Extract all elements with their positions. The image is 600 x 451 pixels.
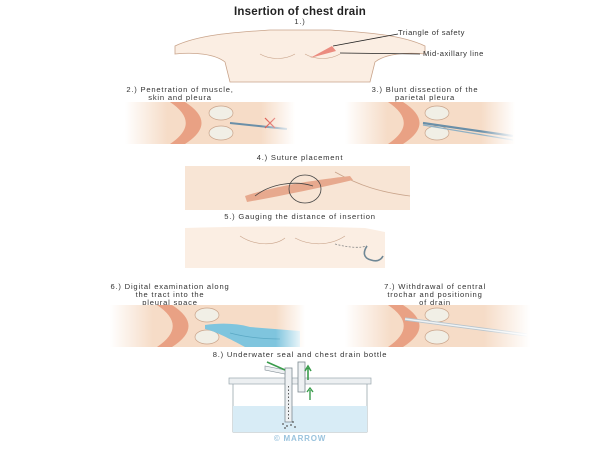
- step-1-torso-illustration: [174, 29, 426, 83]
- step-8-caption: 8.) Underwater seal and chest drain bott…: [212, 350, 388, 359]
- step-4-illustration: [185, 166, 411, 210]
- step-7-caption-line-2: trochar and positioning: [387, 290, 483, 300]
- triangle-of-safety-highlight: [310, 46, 336, 58]
- step-3-caption-line-1: 3.) Blunt dissection of the: [371, 85, 479, 94]
- step-3-caption-line-2: parietal pleura: [394, 93, 456, 103]
- step-7-caption-line-1: 7.) Withdrawal of central: [384, 282, 486, 291]
- marrow-watermark: © MARROW: [273, 434, 327, 443]
- step-2-caption-line-1: 2.) Penetration of muscle,: [126, 85, 234, 94]
- step-2-illustration: [125, 102, 295, 144]
- step-3-caption: 3.) Blunt dissection of the parietal ple…: [325, 85, 525, 103]
- step-6-caption-line-2: the tract into the: [135, 290, 205, 300]
- step-7-illustration: [345, 305, 530, 347]
- triangle-of-safety-label: Triangle of safety: [398, 28, 465, 37]
- step-6-caption: 6.) Digital examination along the tract …: [55, 282, 285, 308]
- step-3-illustration: [345, 102, 515, 144]
- step-6-illustration: [110, 305, 305, 347]
- diagram-title: Insertion of chest drain: [234, 6, 366, 18]
- step-8-drain-bottle-illustration: [228, 361, 372, 433]
- mid-axillary-line-label: Mid-axillary line: [423, 49, 484, 58]
- step-2-caption: 2.) Penetration of muscle, skin and pleu…: [70, 85, 290, 103]
- step-7-caption: 7.) Withdrawal of central trochar and po…: [330, 282, 540, 308]
- step-7-caption-line-3: of drain: [419, 298, 451, 308]
- step-5-illustration: [185, 226, 385, 268]
- step-2-caption-line-2: skin and pleura: [148, 93, 212, 103]
- step-5-caption: 5.) Gauging the distance of insertion: [224, 212, 376, 221]
- step-1-caption: 1.): [294, 17, 306, 26]
- step-6-caption-line-1: 6.) Digital examination along: [110, 282, 230, 291]
- step-6-caption-line-3: pleural space: [142, 298, 198, 308]
- step-4-caption: 4.) Suture placement: [256, 153, 344, 162]
